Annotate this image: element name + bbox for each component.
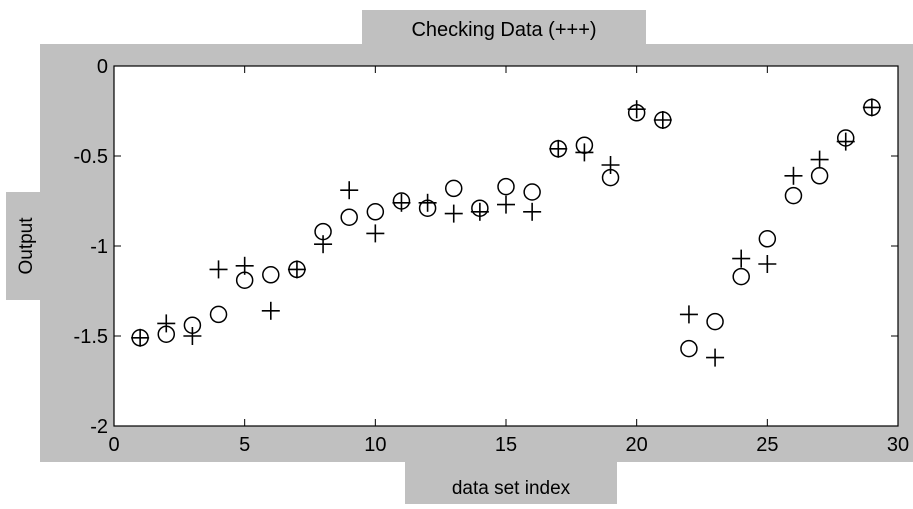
plus-point (653, 111, 672, 129)
x-tick-label: 0 (108, 434, 119, 456)
plus-point (497, 195, 515, 214)
plus-point (732, 249, 751, 268)
circle-point (262, 266, 280, 284)
plus-point (679, 305, 698, 324)
plus-point (340, 181, 359, 200)
x-tick-label: 15 (495, 434, 517, 456)
title-band (362, 10, 646, 46)
circle-point (497, 177, 515, 196)
plus-point (314, 235, 333, 254)
x-axis-label: data set index (452, 478, 571, 499)
x-tick-label: 5 (239, 434, 250, 456)
x-tick-label: 25 (756, 434, 778, 456)
y-tick-label: -2 (90, 416, 108, 438)
y-tick-label: -0.5 (74, 146, 108, 168)
circle-point (523, 183, 541, 201)
y-tick-label: -1.5 (74, 326, 108, 348)
plus-point (366, 224, 385, 243)
plot-area (113, 65, 899, 427)
plus-point (862, 98, 881, 117)
plus-point (235, 256, 254, 275)
plus-point (131, 328, 150, 347)
chart-title: Checking Data (+++) (411, 19, 596, 41)
plus-point (810, 150, 829, 169)
y-tick-label: -1 (90, 236, 108, 258)
ylabel-band (6, 192, 42, 300)
circle-point (209, 305, 228, 324)
plus-point (183, 327, 202, 345)
plus-point (418, 193, 437, 212)
data-marks (131, 98, 881, 367)
plus-point (575, 143, 594, 162)
x-tick-label: 20 (626, 434, 648, 456)
plus-point (261, 301, 280, 320)
plus-point (444, 204, 463, 223)
xlabel-band (405, 460, 617, 504)
plus-point (836, 132, 855, 151)
plus-point (784, 166, 803, 185)
circle-point (732, 267, 750, 286)
plus-point (523, 202, 542, 221)
plus-point (157, 314, 176, 333)
plus-point (549, 139, 568, 158)
plus-point (470, 202, 489, 221)
plus-point (392, 193, 411, 212)
plus-point (758, 255, 777, 273)
axis-ticks: 0 5 10 15 20 25 30 0 -0.5 -1 -1.5 -2 (74, 56, 910, 456)
circle-point (444, 179, 463, 198)
circle-point (784, 186, 803, 205)
plus-point (209, 260, 228, 279)
plus-point (287, 260, 306, 279)
x-tick-label: 30 (887, 434, 909, 456)
circle-point (758, 230, 777, 248)
circle-point (706, 312, 724, 331)
plus-point (706, 348, 725, 367)
plus-point (627, 100, 646, 119)
circle-point (680, 339, 698, 358)
circle-point (366, 203, 385, 221)
x-tick-label: 10 (364, 434, 386, 456)
plus-point (601, 156, 620, 174)
y-axis-label: Output (16, 217, 37, 275)
circle-point (340, 208, 358, 226)
y-tick-label: 0 (97, 56, 108, 78)
